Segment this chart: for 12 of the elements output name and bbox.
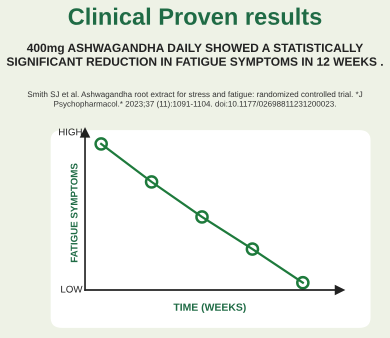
point [246, 242, 260, 256]
chart-title: Clinical Proven results [68, 8, 322, 25]
chart-subtitle: 400mg ASHWAGANDHA DAILY SHOWED A STATISTICALLY SIGNIFICANT REDUCTION IN FATIGUE SYMPTOMS IN 12 WEEKS . [6, 44, 383, 66]
point [94, 137, 108, 151]
point [144, 175, 158, 189]
text: LOW [61, 286, 82, 293]
x-axis-title: TIME (WEEKS) [173, 303, 246, 313]
text: Smith SJ et al. Ashwagandha root extract for stress and fatigue: randomized controlled trial. *J Psychopharmacol.* 2023;37 (11):1091-1104. doi:10.1177/02698811231200023. [28, 91, 362, 108]
text: HIGH [59, 128, 82, 136]
point [296, 276, 310, 290]
y-axis-title: FATIGUE SYMPTOMS [70, 164, 78, 262]
point [195, 210, 209, 224]
